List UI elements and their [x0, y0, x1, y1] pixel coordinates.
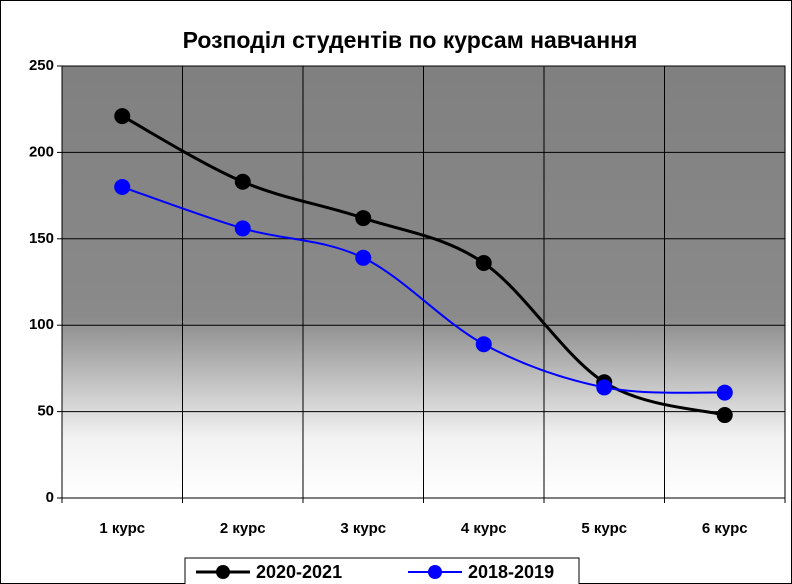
x-tick-label: 5 курс: [581, 520, 627, 537]
y-tick-label: 50: [37, 403, 54, 420]
legend-marker: [428, 565, 442, 579]
legend-label: 2020-2021: [256, 562, 342, 582]
point-marker: [475, 336, 492, 353]
point-marker: [234, 173, 251, 190]
point-marker: [355, 249, 372, 266]
x-tick-label: 3 курс: [340, 520, 386, 537]
x-tick-label: 1 курс: [99, 520, 145, 537]
point-marker: [355, 210, 372, 227]
point-marker: [114, 108, 131, 125]
x-tick-label: 2 курс: [220, 520, 266, 537]
y-tick-label: 100: [29, 316, 54, 333]
legend-label: 2018-2019: [468, 562, 554, 582]
point-marker: [234, 220, 251, 237]
y-tick-label: 0: [46, 489, 54, 506]
x-tick-label: 4 курс: [461, 520, 507, 537]
y-tick-label: 200: [29, 143, 54, 160]
y-tick-label: 150: [29, 230, 54, 247]
series-line: [121, 114, 726, 417]
point-marker: [716, 384, 733, 401]
series-line: [121, 186, 725, 394]
y-tick-label: 250: [29, 57, 54, 74]
x-tick-label: 6 курс: [702, 520, 748, 537]
point-marker: [716, 407, 733, 424]
point-marker: [596, 379, 613, 396]
chart-title: Розподіл студентів по курсам навчання: [183, 27, 638, 53]
point-marker: [114, 178, 131, 195]
point-marker: [475, 254, 492, 271]
legend-marker: [216, 565, 230, 579]
legend: [184, 557, 580, 584]
